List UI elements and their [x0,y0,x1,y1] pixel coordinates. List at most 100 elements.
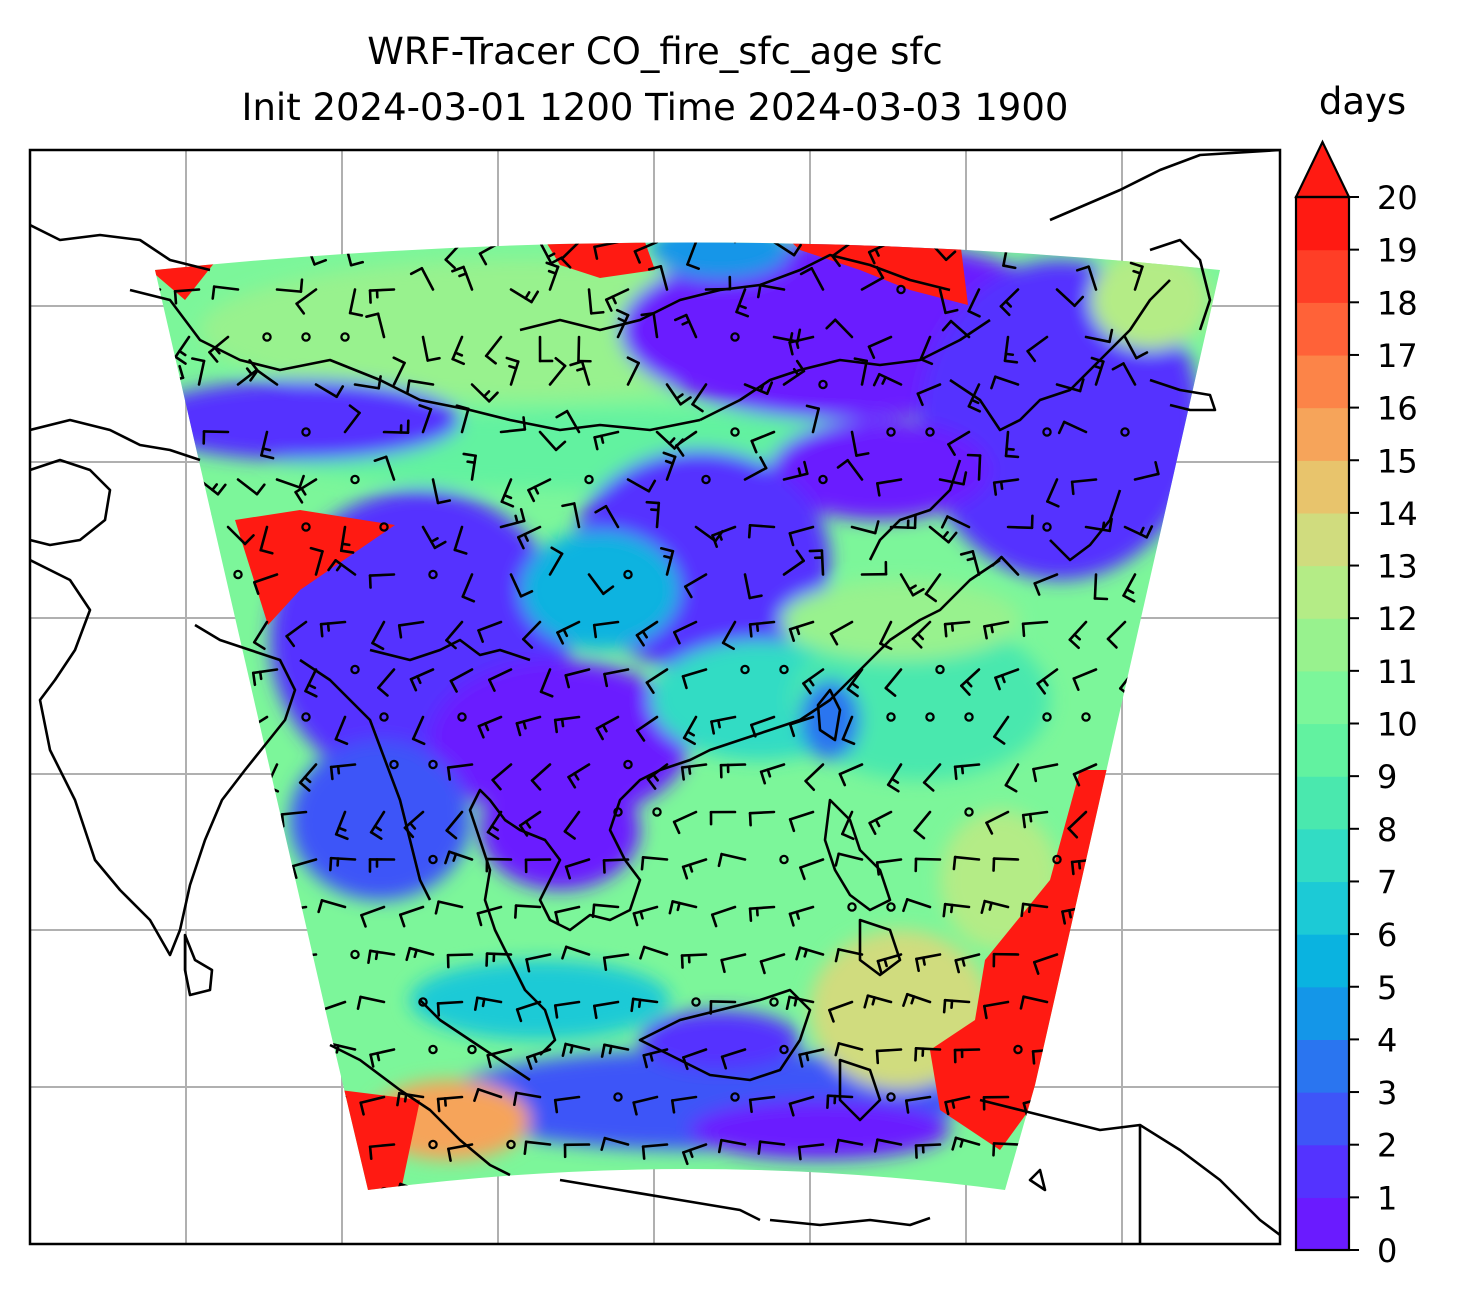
wind-barb [841,810,855,841]
wind-barb [260,430,275,460]
wind-barb [563,1143,591,1159]
wind-barb [301,522,311,532]
wind-barb [788,810,815,833]
colorbar-tick-label: 5 [1377,969,1397,1007]
wind-barb [788,1095,815,1117]
wind-barb [632,905,659,927]
wind-barb [1133,460,1160,481]
wind-barb [176,573,201,599]
wind-barb [743,573,763,600]
wind-barb [556,620,581,645]
wind-barb [418,997,428,1007]
colorbar-tick-label: 4 [1377,1021,1397,1059]
map-title-line2: Init 2024-03-01 1200 Time 2024-03-03 190… [241,86,1069,129]
colorbar-segment [1296,881,1349,935]
wind-barb [914,857,942,873]
wind-barb [759,763,786,785]
wind-barb [799,858,825,881]
wind-barb [418,242,425,244]
wind-barb [652,807,662,817]
wind-barb [436,1095,464,1113]
wind-barb [373,455,396,481]
wind-barb [942,902,971,918]
wind-barb [155,759,165,770]
wind-barb [750,715,776,738]
wind-barb [462,452,477,481]
wind-barb [999,288,1020,317]
wind-barb [249,369,279,386]
wind-barb [530,763,552,791]
colorbar-tick-label: 10 [1377,706,1418,744]
wind-barb [584,474,594,485]
wind-barb [904,1095,932,1114]
wind-barb [836,458,864,481]
wind-barb [334,810,349,841]
wind-barb [461,573,476,603]
wind-barb [457,712,467,722]
tracer-age-field [155,242,1220,1190]
wind-barb [613,1092,623,1102]
wind-barb [838,763,864,787]
wind-barb [409,266,435,291]
wind-barb [128,527,150,548]
wind-barb [940,515,971,529]
wind-barb [943,620,971,638]
wind-barb [521,620,542,649]
wind-barb [804,763,825,792]
wind-barb [1129,261,1144,291]
wind-barb [808,549,825,576]
wind-barb [944,1095,971,1116]
wind-barb [686,242,700,270]
wind-barb [515,715,542,737]
wind-barb [717,852,747,868]
wind-barb [553,715,581,734]
wind-barb [863,994,893,1009]
wind-barb [202,430,230,445]
wind-barb [593,1000,620,1020]
wind-barb [467,1044,477,1055]
wind-barb [254,810,269,841]
wind-barb [853,357,868,386]
wind-barb [600,1136,630,1151]
colorbar-tick-label: 14 [1377,495,1418,533]
wind-barb [983,1000,1010,1020]
wind-barb [240,904,269,919]
wind-barb [294,478,318,504]
wind-barb [640,311,659,339]
wind-barb [275,474,305,489]
wind-barb [369,810,386,840]
wind-barb [1081,1092,1091,1102]
wind-barb [155,1043,162,1051]
wind-barb [368,858,396,873]
wind-barb [371,620,386,651]
wind-barb [748,1095,776,1114]
wind-barb [525,953,552,973]
wind-barb [389,759,399,770]
wind-barb [659,546,675,576]
wind-barb [356,995,386,1010]
wind-barb [632,1095,659,1116]
wind-barb [428,854,438,865]
wind-barb [682,1143,708,1166]
wind-barb [964,712,974,722]
wind-barb [488,668,513,692]
colorbar-units-label: days [1318,80,1407,123]
wind-barb [941,319,971,339]
wind-barb [613,807,623,817]
wind-barb [444,850,474,865]
colorbar-segment [1296,1197,1349,1251]
wind-barb [282,1192,306,1208]
wind-barb [368,288,396,304]
wind-barb [301,712,311,722]
wind-barb [1070,1048,1098,1064]
wind-barb [788,620,815,642]
wind-barb [1060,1000,1088,1017]
wind-barb [709,810,737,826]
wind-barb [818,379,828,390]
colorbar-segment [1296,934,1349,988]
wind-barb [673,620,698,645]
wind-barb [593,430,620,451]
wind-barb [304,668,318,698]
colorbar-segment [1296,302,1349,356]
wind-barb [569,360,591,386]
